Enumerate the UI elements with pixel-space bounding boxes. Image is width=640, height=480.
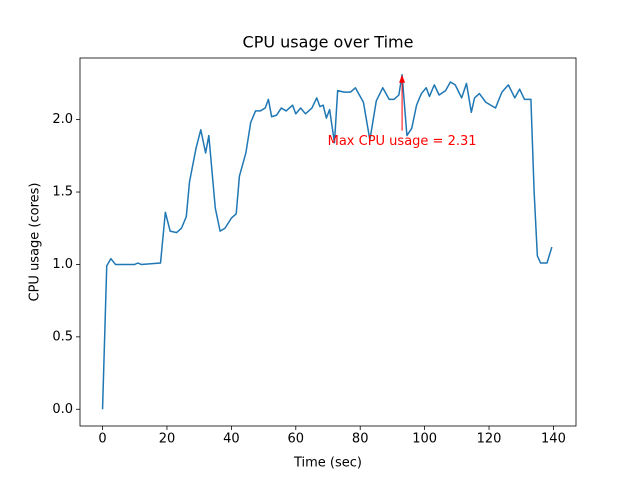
annotation-arrowhead [399,74,406,83]
y-axis-label: CPU usage (cores) [28,183,43,302]
line-series [101,73,553,410]
x-axis-label: Time (sec) [293,456,362,471]
y-tick-label: 1.5 [52,185,73,200]
x-tick-label: 140 [541,432,566,447]
y-tick-label: 0.0 [52,402,73,417]
x-tick-label: 100 [412,432,437,447]
plot-area [79,57,577,427]
x-tick-label: 120 [477,432,502,447]
x-tick-label: 0 [98,432,106,447]
x-tick-label: 80 [352,432,369,447]
y-tick-label: 2.0 [52,112,73,127]
x-tick-label: 20 [159,432,176,447]
y-tick-label: 0.5 [52,329,73,344]
annotation-text: Max CPU usage = 2.31 [328,134,477,149]
x-tick-label: 40 [223,432,240,447]
chart-title: CPU usage over Time [243,33,414,52]
y-tick-label: 1.0 [52,257,73,272]
x-tick-label: 60 [288,432,305,447]
